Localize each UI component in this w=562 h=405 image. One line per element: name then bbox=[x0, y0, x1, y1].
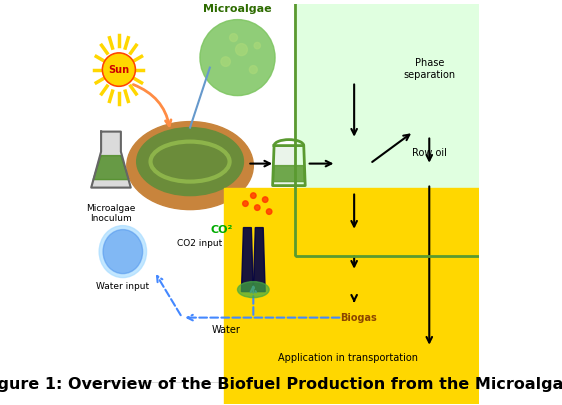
Text: Phase
separation: Phase separation bbox=[403, 58, 455, 80]
Text: Collection of
Algal biomass: Collection of Algal biomass bbox=[257, 198, 320, 217]
Circle shape bbox=[254, 43, 260, 49]
Text: Water input: Water input bbox=[96, 281, 149, 291]
Ellipse shape bbox=[137, 128, 243, 196]
Polygon shape bbox=[242, 228, 253, 292]
Text: Biogas: Biogas bbox=[339, 313, 377, 323]
Ellipse shape bbox=[99, 226, 147, 277]
Circle shape bbox=[104, 54, 134, 85]
Text: Microalgae
Inoculum: Microalgae Inoculum bbox=[87, 204, 135, 223]
Polygon shape bbox=[91, 132, 131, 188]
FancyBboxPatch shape bbox=[295, 4, 562, 256]
Text: Application in transportation: Application in transportation bbox=[278, 353, 418, 362]
Ellipse shape bbox=[127, 122, 253, 210]
Polygon shape bbox=[93, 156, 129, 179]
Circle shape bbox=[230, 34, 238, 42]
Circle shape bbox=[250, 66, 257, 74]
Ellipse shape bbox=[103, 230, 143, 274]
Text: CO²: CO² bbox=[211, 225, 233, 234]
Circle shape bbox=[255, 205, 260, 211]
Circle shape bbox=[235, 44, 247, 55]
Text: Water: Water bbox=[211, 325, 240, 335]
Polygon shape bbox=[350, 179, 358, 192]
FancyBboxPatch shape bbox=[295, 0, 562, 232]
Polygon shape bbox=[273, 146, 305, 185]
Ellipse shape bbox=[238, 281, 269, 298]
Circle shape bbox=[243, 201, 248, 207]
Circle shape bbox=[200, 19, 275, 96]
Circle shape bbox=[221, 57, 230, 66]
Text: Lipid
extraction: Lipid extraction bbox=[331, 122, 377, 142]
FancyBboxPatch shape bbox=[295, 0, 562, 220]
Circle shape bbox=[266, 209, 272, 214]
Text: CO2 input: CO2 input bbox=[178, 239, 223, 248]
Polygon shape bbox=[253, 228, 265, 292]
Text: Row oil: Row oil bbox=[412, 147, 447, 158]
Polygon shape bbox=[338, 147, 370, 179]
FancyBboxPatch shape bbox=[224, 188, 492, 405]
Polygon shape bbox=[273, 166, 305, 181]
Text: Anaerobic digestion: Anaerobic digestion bbox=[310, 281, 406, 291]
FancyBboxPatch shape bbox=[295, 0, 562, 243]
Circle shape bbox=[102, 53, 135, 86]
Circle shape bbox=[251, 193, 256, 198]
Text: Microalgae: Microalgae bbox=[203, 4, 272, 14]
Text: Figure 1: Overview of the Biofuel Production from the Microalgae.: Figure 1: Overview of the Biofuel Produc… bbox=[0, 377, 562, 392]
Circle shape bbox=[262, 197, 268, 202]
Text: Biomass
& water: Biomass & water bbox=[338, 233, 379, 254]
Text: Solvent
addition: Solvent addition bbox=[334, 61, 374, 82]
Text: Sun: Sun bbox=[108, 64, 129, 75]
